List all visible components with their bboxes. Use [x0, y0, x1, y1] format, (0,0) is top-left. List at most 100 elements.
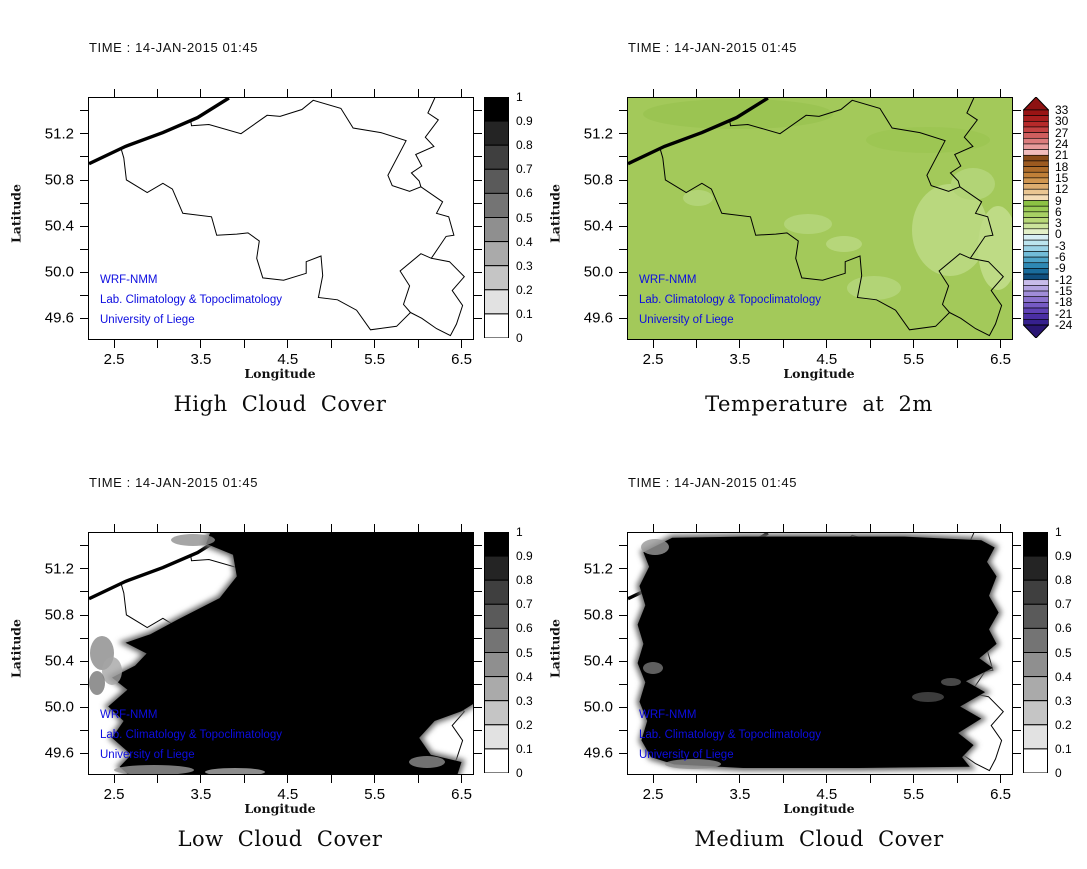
- colorbar-segment: [1023, 132, 1049, 139]
- axis-tick-top: [461, 89, 463, 97]
- credit-lab: Lab. Climatology & Topoclimatology: [100, 729, 282, 741]
- colorbar-segment: [1023, 109, 1049, 116]
- axis-tick-left: [80, 317, 88, 319]
- colorbar-graphic: [484, 531, 509, 774]
- x-tick-label: 3.5: [190, 786, 212, 803]
- axis-tick-bottom: [739, 775, 741, 783]
- axis-tick-right: [474, 317, 482, 319]
- credit-lab: Lab. Climatology & Topoclimatology: [639, 294, 821, 306]
- plot-area: [88, 532, 474, 775]
- panel-title: High Cloud Cover: [173, 392, 387, 416]
- luxembourg-border: [949, 692, 1004, 772]
- x-axis-title: Longitude: [244, 366, 316, 381]
- light-patch: [826, 236, 862, 252]
- axis-tick-top: [200, 524, 202, 532]
- axis-tick-bottom: [956, 775, 958, 783]
- colorbar-segment: [1023, 555, 1048, 581]
- netherlands-germany-border: [410, 98, 440, 187]
- colorbar-tick-label: 0.6: [1055, 621, 1072, 636]
- x-tick-label: 3.5: [190, 351, 212, 368]
- colorbar-tick-label: 0: [516, 331, 523, 345]
- plot-area: [627, 532, 1013, 775]
- axis-tick-top: [157, 89, 158, 97]
- y-tick-label: 49.6: [44, 744, 74, 762]
- colorbar-segment: [484, 168, 509, 194]
- y-tick-label: 51.2: [583, 125, 613, 143]
- axis-tick-top: [1000, 524, 1002, 532]
- axis-tick-bottom: [1000, 340, 1002, 348]
- colorbar-tick-label: 21: [1055, 148, 1069, 163]
- axis-tick-left: [80, 568, 88, 570]
- x-tick-label: 6.5: [990, 351, 1011, 368]
- axis-tick-right: [474, 591, 482, 593]
- axis-tick-left: [80, 683, 88, 685]
- panel-title: Temperature at 2m: [705, 392, 933, 416]
- belgium-border: [659, 99, 994, 331]
- axis-tick-bottom: [956, 340, 958, 348]
- axis-tick-top: [956, 524, 958, 532]
- axis-tick-left: [80, 706, 88, 708]
- panel-temperature-2m: TIME : 14-JAN-2015 01:45 Latitude WRF-NM…: [539, 0, 1082, 434]
- colorbar-segment: [484, 531, 509, 557]
- y-tick-label: 50.0: [44, 698, 74, 716]
- colorbar-tick-label: 0.4: [516, 669, 533, 684]
- x-tick-label: 3.5: [729, 786, 751, 803]
- x-tick-label: 5.5: [364, 351, 386, 368]
- axis-tick-top: [374, 524, 376, 532]
- axis-tick-left: [80, 637, 88, 639]
- colorbar-tick-label: 0.1: [516, 741, 533, 756]
- colorbar-tick-label: 0: [1055, 227, 1062, 242]
- axis-tick-top: [330, 89, 332, 97]
- colorbar-segment: [1023, 205, 1049, 213]
- colorbar-tick-label: 18: [1055, 159, 1069, 174]
- x-tick-label: 5.5: [903, 786, 925, 803]
- colorbar-tick-label: 0.5: [516, 645, 533, 660]
- colorbar-segment: [1023, 652, 1048, 678]
- axis-tick-right: [1013, 614, 1021, 616]
- axis-tick-top: [243, 89, 245, 97]
- axis-tick-bottom: [461, 775, 463, 783]
- x-tick-label: 2.5: [103, 786, 125, 803]
- y-tick-label: 51.2: [44, 125, 74, 143]
- axis-tick-right: [1013, 317, 1021, 319]
- y-tick-label: 50.8: [583, 606, 613, 624]
- axis-tick-bottom: [417, 775, 419, 783]
- cloud-wisp: [102, 657, 122, 685]
- axis-tick-left: [80, 752, 88, 754]
- colorbar-segment: [1023, 700, 1048, 726]
- y-tick-label: 49.6: [583, 309, 613, 327]
- axis-tick-top: [956, 89, 958, 97]
- axis-tick-top: [157, 524, 158, 532]
- colorbar-segment: [1023, 302, 1049, 309]
- colorbar-tick-label: -21: [1055, 306, 1073, 321]
- axis-tick-right: [474, 133, 482, 135]
- axis-tick-top: [782, 89, 784, 97]
- colorbar-segment: [484, 724, 509, 750]
- colorbar-segment: [1023, 279, 1049, 286]
- colorbar-segment: [1023, 531, 1048, 557]
- colorbar-segment: [484, 96, 509, 122]
- axis-tick-right: [1013, 202, 1021, 204]
- colorbar-tick-label: 15: [1055, 170, 1069, 185]
- y-tick-label: 50.4: [44, 217, 74, 235]
- axis-tick-left: [80, 294, 88, 296]
- axis-tick-right: [474, 179, 482, 181]
- axis-tick-bottom: [113, 775, 115, 783]
- warm-light-patch-east: [912, 184, 988, 276]
- colorbar-tick-label: 27: [1055, 125, 1069, 140]
- axis-tick-top: [461, 524, 463, 532]
- colorbar-segment: [1023, 149, 1049, 156]
- axis-tick-left: [619, 179, 627, 181]
- axis-tick-right: [1013, 133, 1021, 135]
- x-axis-title: Longitude: [783, 366, 855, 381]
- panel-low-cloud-cover: TIME : 14-JAN-2015 01:45 Latitude WRF-NM…: [0, 435, 543, 869]
- panel-high-cloud-cover: TIME : 14-JAN-2015 01:45 Latitude WRF-NM…: [0, 0, 543, 434]
- colorbar-tick-label: 0: [516, 766, 523, 780]
- colorbar-tick-label: 0.7: [1055, 597, 1072, 612]
- axis-tick-bottom: [913, 775, 915, 783]
- axis-tick-left: [80, 248, 88, 250]
- axis-tick-left: [619, 225, 627, 227]
- plot-area: [627, 97, 1013, 340]
- netherlands-germany-border: [949, 98, 979, 187]
- colorbar-tick-label: 0.9: [1055, 549, 1072, 564]
